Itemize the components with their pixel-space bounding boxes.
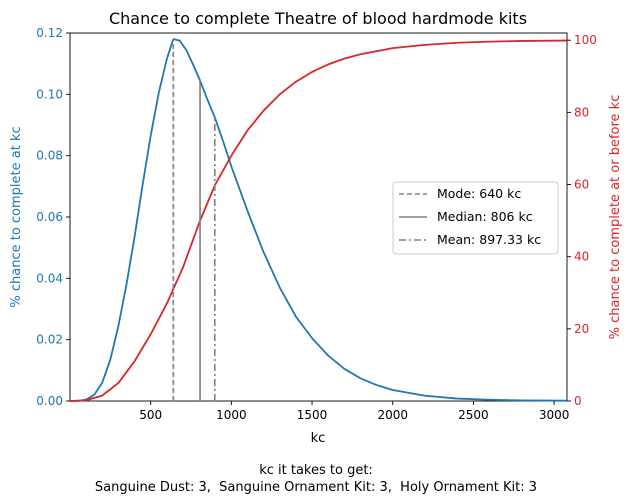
y-left-tick-label: 0.10 xyxy=(36,87,63,101)
series-layer xyxy=(69,38,568,402)
y-right-tick-label: 40 xyxy=(574,250,589,264)
y-left-tick-label: 0.06 xyxy=(36,210,63,224)
y-right-tick-label: 100 xyxy=(574,33,597,47)
x-tick-label: 2000 xyxy=(377,408,408,422)
x-axis: 500 1000 1500 2000 2500 3000 xyxy=(139,401,569,422)
reference-lines xyxy=(172,39,216,401)
y-left-tick-label: 0.02 xyxy=(36,333,63,347)
legend-box xyxy=(392,181,559,255)
legend-label: Mode: 640 kc xyxy=(437,186,521,201)
caption-line-2: Sanguine Dust: 3, Sanguine Ornament Kit:… xyxy=(95,480,537,495)
x-axis-label: kc xyxy=(311,431,326,446)
y-left-tick-label: 0.08 xyxy=(36,149,63,163)
y-right-axis: 0 20 40 60 80 100 xyxy=(567,33,597,408)
y-left-tick-label: 0.04 xyxy=(36,271,63,285)
y-right-tick-label: 80 xyxy=(574,105,589,119)
cdf-series-line xyxy=(69,39,568,402)
legend-label: Median: 806 kc xyxy=(437,209,533,224)
legend-label: Mean: 897.33 kc xyxy=(437,232,541,247)
plot-area xyxy=(69,32,568,402)
y-left-tick-label: 0.12 xyxy=(36,26,63,40)
y-left-axis: 0.00 0.02 0.04 0.06 0.08 0.10 0.12 xyxy=(36,26,70,408)
caption-line-1: kc it takes to get: xyxy=(259,463,373,478)
y-left-axis-label: % chance to complete at kc xyxy=(9,126,24,307)
x-tick-label: 2500 xyxy=(458,408,489,422)
x-tick-label: 1000 xyxy=(216,408,247,422)
y-right-tick-label: 60 xyxy=(574,178,589,192)
pdf-series-line xyxy=(70,38,568,402)
y-left-tick-label: 0.00 xyxy=(36,394,63,408)
y-right-tick-label: 20 xyxy=(574,322,589,336)
x-tick-label: 3000 xyxy=(539,408,570,422)
y-right-axis-label: % chance to complete at or before kc xyxy=(608,95,623,340)
y-right-tick-label: 0 xyxy=(574,394,582,408)
x-tick-label: 1500 xyxy=(297,408,328,422)
legend: Mode: 640 kc Median: 806 kc Mean: 897.33 k… xyxy=(392,181,559,255)
chart-title: Chance to complete Theatre of blood hard… xyxy=(109,9,527,28)
x-tick-label: 500 xyxy=(139,408,162,422)
